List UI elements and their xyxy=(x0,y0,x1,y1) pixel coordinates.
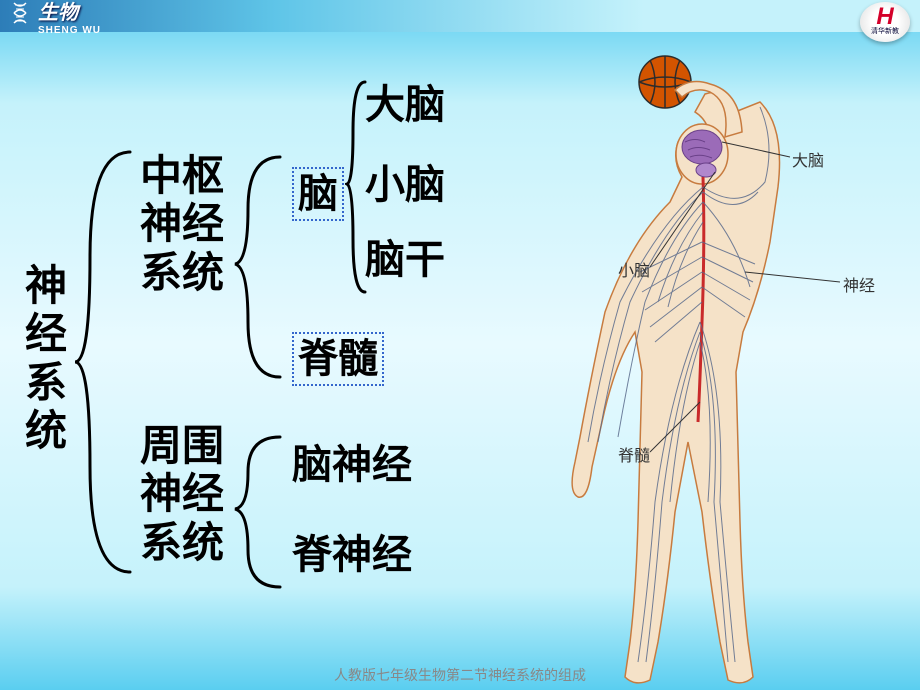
header-title-block: 生物 SHENG WU xyxy=(38,0,101,36)
brace-1 xyxy=(70,147,140,577)
label-cerebellum: 小脑 xyxy=(618,257,650,281)
label-cerebrum: 大脑 xyxy=(792,147,824,171)
tree-cerebellum: 小脑 xyxy=(365,162,445,208)
tree-central-ns: 中枢神经系统 xyxy=(140,152,228,297)
brace-2b xyxy=(230,432,290,592)
body-outline xyxy=(572,82,779,683)
tree-spinal-cord: 脊髓 xyxy=(292,332,384,386)
logo-letter: H xyxy=(876,8,893,26)
tree-peripheral-ns: 周围神经系统 xyxy=(140,422,228,567)
label-spinal: 脊髓 xyxy=(618,442,650,466)
tree-root: 神经系统 xyxy=(25,262,69,455)
header-title-cn: 生物 xyxy=(38,0,101,25)
tree-cranial-nerve: 脑神经 xyxy=(292,442,412,488)
tree-cerebrum: 大脑 xyxy=(365,82,445,128)
anatomy-figure: 大脑 小脑 神经 脊髓 xyxy=(510,42,910,690)
tree-spinal-nerve: 脊神经 xyxy=(292,532,412,578)
dna-icon xyxy=(10,1,30,31)
label-nerve: 神经 xyxy=(843,272,875,296)
tree-brain: 脑 xyxy=(292,167,344,221)
brace-2a xyxy=(230,152,290,382)
tree-brainstem: 脑干 xyxy=(365,237,445,283)
hierarchy-tree: 神经系统 中枢神经系统 周围神经系统 脑 脊髓 脑神经 脊神经 大脑 小脑 脑干 xyxy=(20,52,520,652)
basketball-icon xyxy=(639,56,691,108)
slide-header: 生物 SHENG WU H 清华新教 xyxy=(0,0,920,32)
slide-main: 神经系统 中枢神经系统 周围神经系统 脑 脊髓 脑神经 脊神经 大脑 小脑 脑干 xyxy=(0,32,920,690)
slide-caption: 人教版七年级生物第二节神经系统的组成 xyxy=(334,665,586,685)
